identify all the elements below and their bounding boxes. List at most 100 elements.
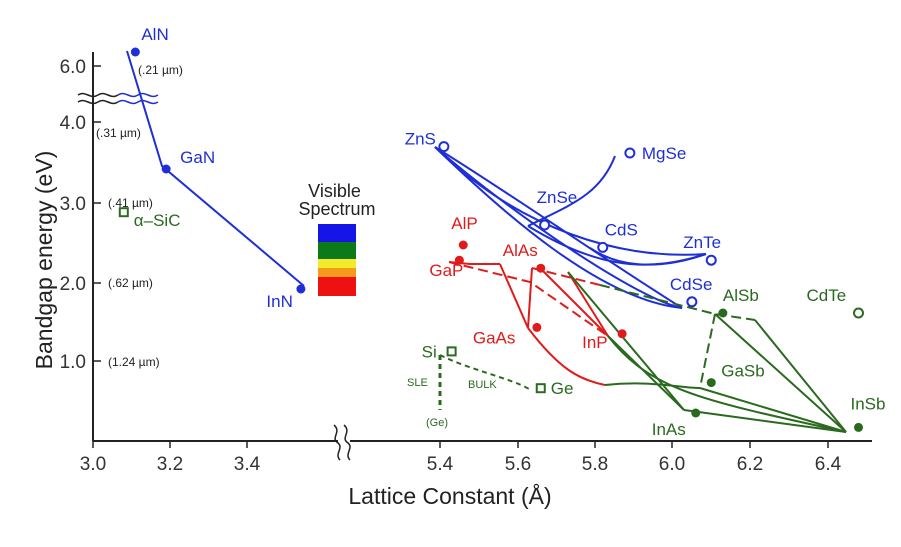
si-ge-bulk-line	[439, 354, 530, 390]
wavelength-label: (.31 µm)	[96, 126, 141, 140]
nitride-break-2	[117, 99, 159, 105]
x-axis-break-2	[343, 424, 351, 461]
material-points: AlN GaN InN α–SiC ZnS ZnSe MgSe CdS ZnTe CdSe AlP G…	[118, 25, 886, 439]
point-zns	[438, 141, 450, 153]
green-line	[607, 335, 685, 411]
green-dashed	[699, 313, 716, 389]
point-inp	[617, 329, 627, 339]
point-alas	[536, 263, 546, 273]
iii-v-line	[527, 267, 533, 329]
point-cdse	[686, 296, 698, 308]
label-inn: InN	[266, 292, 292, 311]
label-gaas: GaAs	[473, 328, 516, 347]
label-si: Si	[422, 342, 437, 361]
label--sic: α–SiC	[134, 211, 181, 230]
ii-vi-curve	[527, 155, 616, 227]
point-ge	[535, 383, 546, 394]
label-mgse: MgSe	[642, 144, 686, 163]
label-cds: CdS	[605, 220, 638, 239]
y-ticks	[93, 65, 101, 362]
point-insb	[854, 422, 863, 432]
ii-vi-curve	[434, 146, 707, 256]
point-gasb	[706, 378, 716, 388]
label-insb: InSb	[851, 394, 886, 413]
iii-v-dashed	[531, 267, 601, 286]
green-line	[567, 271, 685, 411]
y-tick-label: 1.0	[60, 352, 86, 373]
label-znse: ZnSe	[537, 188, 578, 207]
x-tick-label: 6.4	[815, 454, 842, 475]
ii-vi-curve	[589, 247, 707, 266]
x-tick-label: 5.6	[505, 454, 531, 475]
point-alsb	[718, 308, 728, 318]
iii-v-line	[527, 327, 606, 386]
label-cdte: CdTe	[807, 286, 847, 305]
iii-v-line	[499, 263, 529, 329]
label-alsb: AlSb	[723, 286, 759, 305]
x-tick-label: 6.0	[659, 454, 685, 475]
point-aln	[130, 47, 140, 57]
label-inp: InP	[582, 333, 608, 352]
point--sic	[118, 207, 129, 218]
green-line	[699, 387, 847, 433]
x-axis-break-1	[333, 424, 341, 461]
label-zns: ZnS	[405, 130, 436, 149]
x-tick-label: 3.2	[157, 454, 183, 475]
point-znte	[705, 254, 717, 266]
iii-v-line	[567, 271, 609, 337]
x-tick-label: 6.2	[737, 454, 763, 475]
point-alp	[458, 240, 468, 250]
y-tick-label: 2.0	[60, 274, 86, 295]
wavelength-label: (.21 µm)	[138, 63, 183, 77]
ge-note-label: (Ge)	[426, 417, 448, 429]
y-tick-label: 4.0	[60, 113, 86, 134]
point-gan	[161, 164, 171, 174]
point-znse	[539, 219, 551, 231]
label-inas: InAs	[652, 420, 686, 439]
nitride-line	[126, 50, 305, 287]
label-gap: GaP	[429, 261, 463, 280]
label-gan: GaN	[180, 148, 215, 167]
green-line	[754, 319, 847, 433]
label-alas: AlAs	[503, 241, 538, 260]
x-tick-label: 3.0	[80, 454, 106, 475]
y-tick-label: 6.0	[60, 57, 86, 78]
y-axis-title: Bandgap energy (eV)	[31, 151, 57, 370]
x-axis-title: Lattice Constant (Å)	[348, 482, 551, 509]
label-ge: Ge	[551, 379, 574, 398]
green-line	[683, 409, 847, 433]
wavelength-label: (.62 µm)	[108, 276, 153, 290]
visible-spectrum-bar	[318, 224, 356, 296]
y-axis-break-2	[77, 99, 119, 105]
x-tick-label: 5.4	[427, 454, 454, 475]
y-tick-label: 3.0	[60, 194, 86, 215]
green-line	[607, 335, 847, 433]
point-inas	[691, 408, 701, 418]
ii-vi-curve	[434, 146, 683, 309]
point-si	[446, 346, 457, 357]
label-znte: ZnTe	[683, 233, 721, 252]
point-cds	[597, 241, 609, 253]
sle-label: SLE	[407, 377, 428, 389]
bulk-label: BULK	[468, 379, 497, 391]
ii-vi-curve	[434, 146, 683, 309]
iii-v-line	[539, 267, 609, 337]
y-axis-break-1	[77, 92, 119, 98]
label-gasb: GaSb	[721, 362, 764, 381]
green-dashed	[599, 284, 756, 321]
iii-v-dashed	[448, 261, 609, 337]
point-mgse	[624, 147, 636, 159]
point-gaas	[532, 322, 542, 332]
visible-spectrum-label: Visible Spectrum	[298, 181, 375, 219]
point-gap	[454, 255, 464, 265]
x-tick-label: 5.8	[582, 454, 608, 475]
label-alp: AlP	[451, 214, 477, 233]
label-aln: AlN	[141, 25, 168, 44]
point-cdte	[853, 307, 864, 319]
alloy-curves	[126, 50, 847, 433]
green-line	[604, 382, 701, 389]
label-cdse: CdSe	[670, 275, 713, 294]
point-inn	[296, 284, 306, 294]
wavelength-label: (.41 µm)	[108, 196, 153, 210]
